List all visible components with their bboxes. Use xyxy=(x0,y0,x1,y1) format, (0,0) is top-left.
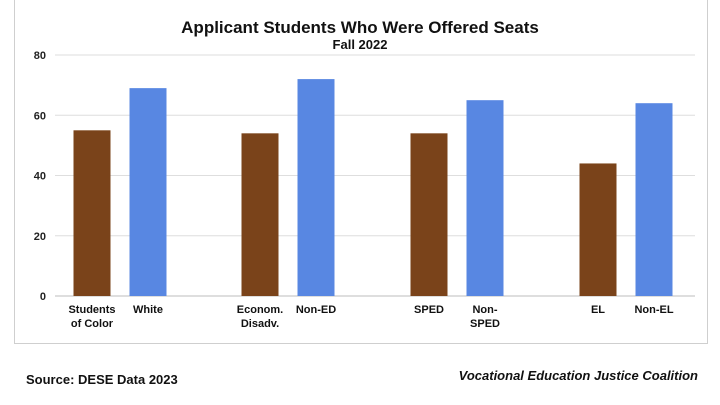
bar xyxy=(635,103,673,296)
bar xyxy=(73,130,111,296)
y-tick-label: 80 xyxy=(34,50,46,62)
y-tick-label: 40 xyxy=(34,171,46,183)
bar-chart: 0 20 40 60 80 Students of Color White Econom. Di… xyxy=(34,50,695,330)
chart-title: Applicant Students Who Were Offered Seat… xyxy=(181,18,539,37)
chart-subtitle: Fall 2022 xyxy=(332,37,388,52)
category-label: Non-ED xyxy=(296,304,336,316)
y-axis-ticks: 0 20 40 60 80 xyxy=(34,50,46,303)
category-label: Students of Color xyxy=(68,304,115,330)
y-tick-label: 60 xyxy=(34,110,46,122)
bar xyxy=(466,100,504,296)
attribution-note: Vocational Education Justice Coalition xyxy=(458,368,698,383)
y-tick-label: 20 xyxy=(34,231,46,243)
y-tick-label: 0 xyxy=(40,291,46,303)
category-labels: Students of Color White Econom. Disadv. Non-E… xyxy=(68,304,673,330)
category-label: EL xyxy=(591,304,605,316)
bars xyxy=(73,79,673,296)
bar xyxy=(129,88,167,296)
category-label: SPED xyxy=(414,304,444,316)
category-label: White xyxy=(133,304,163,316)
bar xyxy=(410,133,448,296)
source-note: Source: DESE Data 2023 xyxy=(26,372,178,387)
category-label: Non-EL xyxy=(634,304,673,316)
bar xyxy=(241,133,279,296)
category-label: Non-SPED xyxy=(470,304,500,330)
bar xyxy=(579,163,617,296)
category-label: Econom. Disadv. xyxy=(237,304,283,330)
bar xyxy=(297,79,335,296)
